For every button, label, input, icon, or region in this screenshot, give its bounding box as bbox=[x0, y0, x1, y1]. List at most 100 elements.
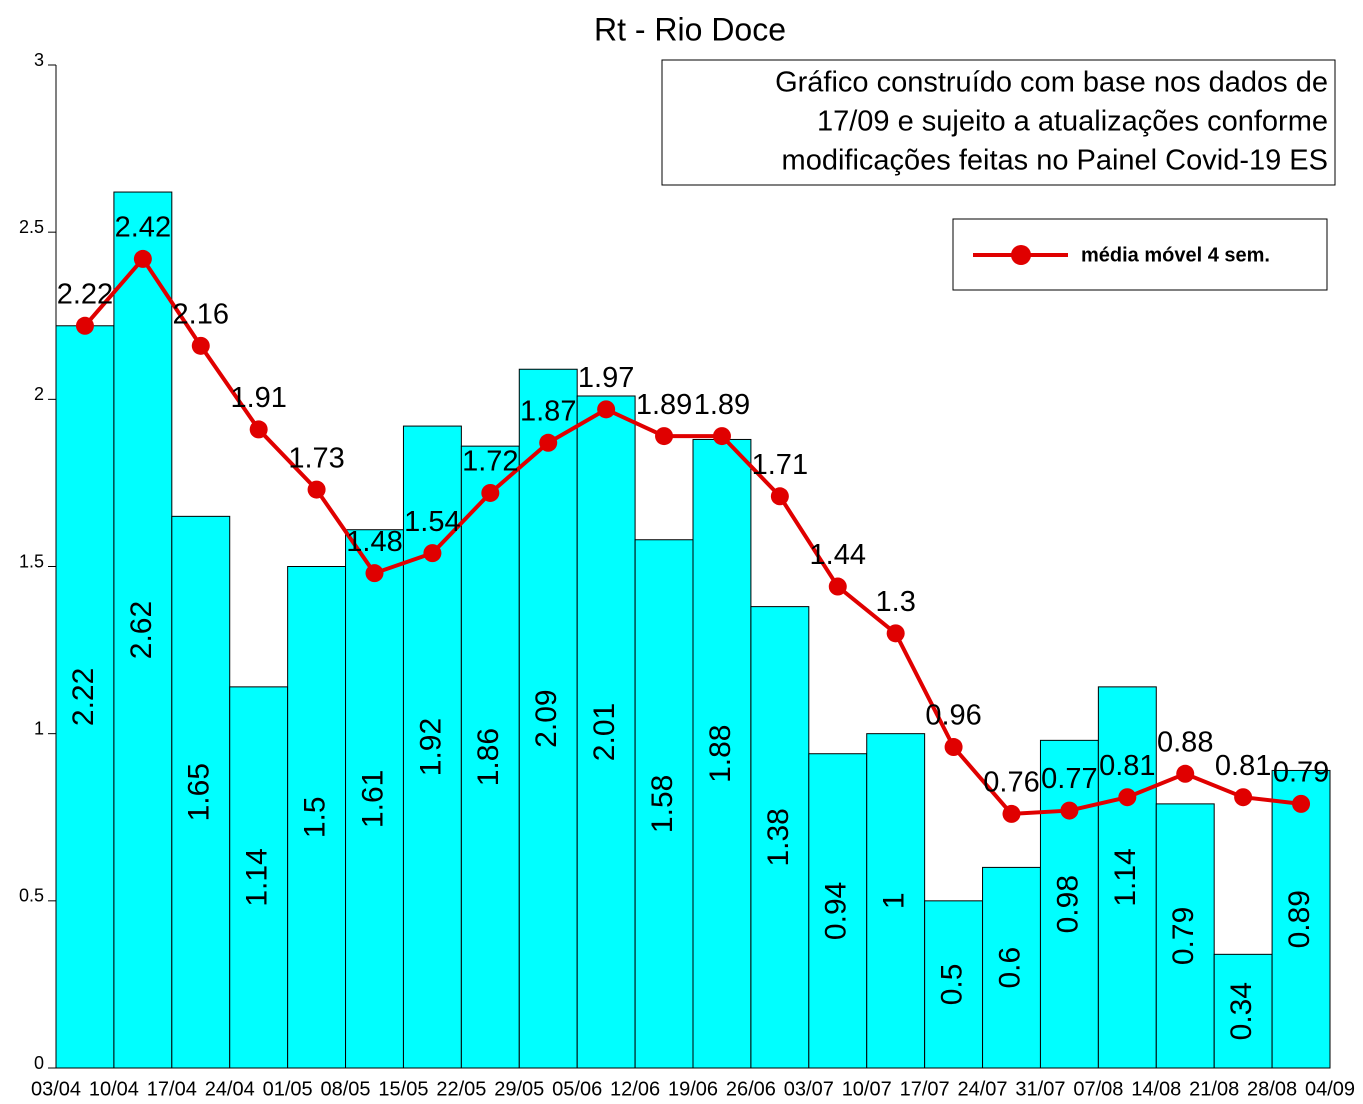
x-tick-label: 03/04 bbox=[31, 1078, 81, 1100]
point-label: 2.16 bbox=[173, 298, 229, 330]
point-label: 2.42 bbox=[115, 212, 171, 244]
legend-marker bbox=[1011, 245, 1031, 265]
bar bbox=[460, 445, 520, 1069]
point bbox=[1118, 788, 1137, 807]
point bbox=[1176, 764, 1195, 783]
point-label: 1.72 bbox=[462, 446, 518, 478]
bar bbox=[866, 733, 926, 1069]
bar-label: 1.65 bbox=[183, 763, 216, 821]
x-tick-label: 03/07 bbox=[784, 1078, 834, 1100]
bar bbox=[1097, 686, 1157, 1069]
bar-label: 1.88 bbox=[704, 725, 737, 783]
point-label: 0.77 bbox=[1041, 763, 1097, 795]
x-tick-label: 22/05 bbox=[436, 1078, 486, 1100]
point bbox=[770, 487, 789, 506]
bar bbox=[1039, 739, 1099, 1069]
point-label: 0.79 bbox=[1273, 757, 1329, 789]
point bbox=[481, 483, 500, 502]
bar-label: 2.22 bbox=[67, 668, 100, 726]
y-tick-label: 2.5 bbox=[19, 217, 44, 237]
x-tick-label: 14/08 bbox=[1131, 1078, 1181, 1100]
bar-label: 0.94 bbox=[820, 882, 853, 940]
point-label: 1.54 bbox=[404, 506, 460, 538]
point-label: 0.76 bbox=[983, 767, 1039, 799]
point-label: 1.89 bbox=[694, 389, 750, 421]
bar-label: 0.79 bbox=[1167, 907, 1200, 965]
annotation-text: 17/09 e sujeito a atualizações conforme bbox=[817, 106, 1328, 138]
bar-label: 1.38 bbox=[762, 808, 795, 866]
x-tick-label: 28/08 bbox=[1247, 1078, 1297, 1100]
annotation-text: Gráfico construído com base nos dados de bbox=[775, 67, 1328, 99]
point bbox=[597, 400, 616, 419]
x-tick-label: 21/08 bbox=[1189, 1078, 1239, 1100]
bar bbox=[113, 191, 173, 1069]
bar-label: 2.01 bbox=[588, 703, 621, 761]
point-label: 1.3 bbox=[876, 586, 916, 618]
bar bbox=[982, 866, 1041, 1069]
bar bbox=[808, 753, 868, 1069]
x-tick-label: 05/06 bbox=[552, 1078, 602, 1100]
y-tick-label: 0 bbox=[34, 1053, 44, 1073]
x-tick-label: 07/08 bbox=[1073, 1078, 1123, 1100]
y-tick-label: 1.5 bbox=[19, 551, 44, 571]
bar bbox=[287, 566, 347, 1069]
bar bbox=[345, 529, 404, 1069]
point bbox=[539, 433, 558, 452]
x-tick-label: 10/04 bbox=[89, 1078, 139, 1100]
point-label: 0.88 bbox=[1157, 726, 1213, 758]
point bbox=[712, 427, 731, 446]
x-tick-label: 17/07 bbox=[900, 1078, 950, 1100]
point bbox=[1002, 804, 1021, 823]
bar bbox=[750, 606, 810, 1069]
bar bbox=[576, 395, 636, 1069]
bar-label: 0.98 bbox=[1051, 875, 1084, 933]
bar-label: 1.86 bbox=[472, 728, 505, 786]
legend-label: média móvel 4 sem. bbox=[1081, 244, 1270, 266]
point-label: 1.97 bbox=[578, 362, 634, 394]
x-tick-label: 26/06 bbox=[726, 1078, 776, 1100]
bar-label: 2.62 bbox=[125, 601, 158, 659]
point-label: 0.81 bbox=[1215, 750, 1271, 782]
point bbox=[886, 624, 905, 643]
bar bbox=[692, 438, 752, 1069]
point-label: 0.81 bbox=[1099, 750, 1155, 782]
point bbox=[191, 336, 210, 355]
bar-label: 1.5 bbox=[299, 796, 332, 838]
point-label: 2.22 bbox=[57, 278, 113, 310]
bar bbox=[1213, 953, 1273, 1069]
bar-label: 1.14 bbox=[241, 848, 274, 906]
bar bbox=[1271, 769, 1331, 1069]
bar-label: 1 bbox=[878, 892, 911, 909]
y-tick-label: 0.5 bbox=[19, 886, 44, 906]
point bbox=[423, 544, 442, 563]
bar-label: 0.6 bbox=[993, 947, 1026, 989]
point bbox=[1292, 794, 1311, 813]
point-label: 0.96 bbox=[925, 700, 981, 732]
point bbox=[365, 564, 384, 583]
x-tick-label: 29/05 bbox=[494, 1078, 544, 1100]
point bbox=[828, 577, 847, 596]
point-label: 1.48 bbox=[346, 526, 402, 558]
point bbox=[133, 249, 152, 268]
point bbox=[307, 480, 326, 499]
x-tick-label: 12/06 bbox=[610, 1078, 660, 1100]
bar-label: 0.34 bbox=[1225, 982, 1258, 1040]
bar-label: 0.89 bbox=[1283, 890, 1316, 948]
point-label: 1.71 bbox=[752, 449, 808, 481]
point-label: 1.91 bbox=[230, 382, 286, 414]
point bbox=[944, 738, 963, 757]
bar-label: 0.5 bbox=[936, 964, 969, 1006]
y-tick-label: 3 bbox=[34, 50, 44, 70]
point-label: 1.87 bbox=[520, 395, 576, 427]
y-tick-label: 2 bbox=[34, 384, 44, 404]
point-label: 1.89 bbox=[636, 389, 692, 421]
bar bbox=[229, 686, 289, 1069]
x-tick-label: 04/09 bbox=[1305, 1078, 1355, 1100]
point-label: 1.44 bbox=[810, 539, 866, 571]
x-tick-label: 15/05 bbox=[378, 1078, 428, 1100]
point bbox=[75, 316, 94, 335]
x-tick-label: 19/06 bbox=[668, 1078, 718, 1100]
x-tick-label: 10/07 bbox=[842, 1078, 892, 1100]
point bbox=[1060, 801, 1079, 820]
